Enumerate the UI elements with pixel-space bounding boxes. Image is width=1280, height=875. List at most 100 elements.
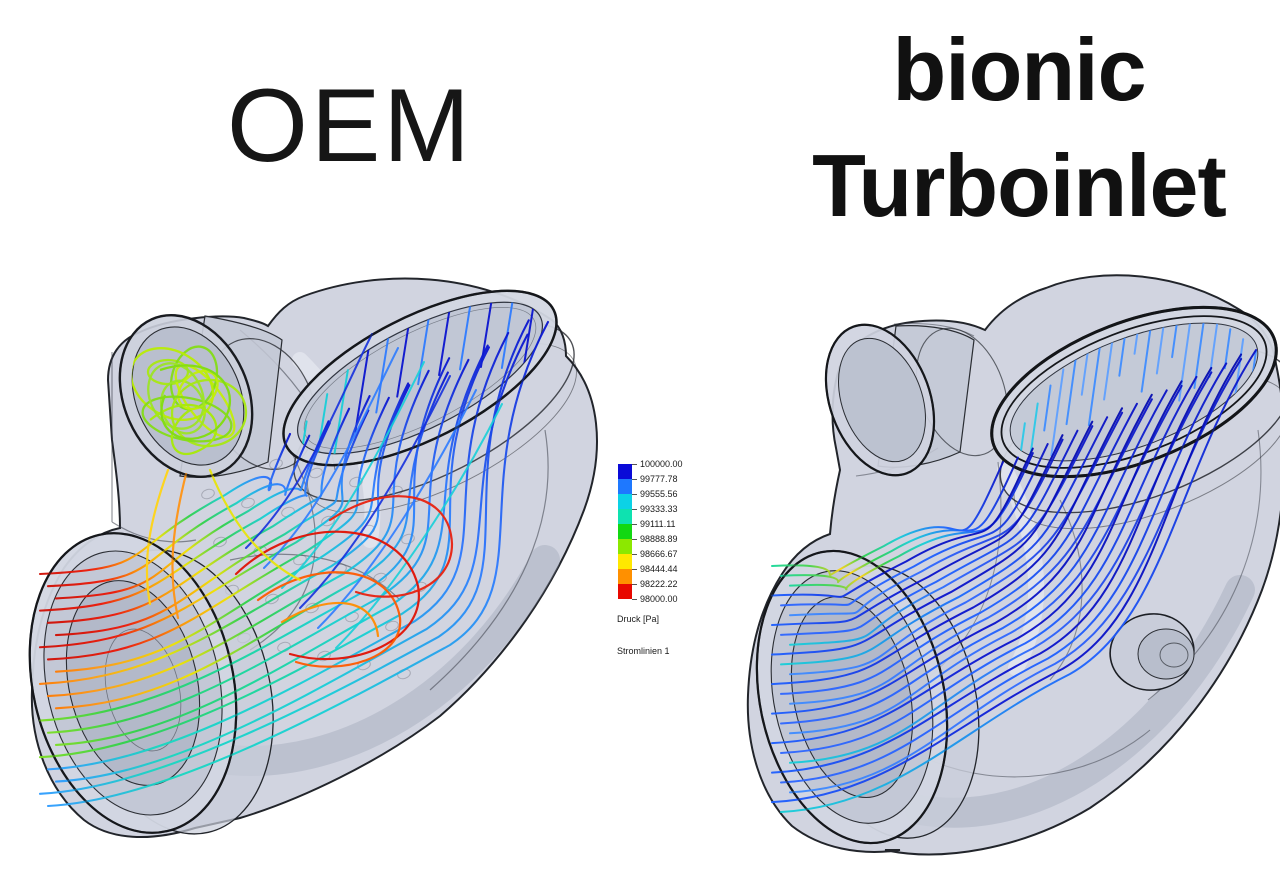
streamline	[147, 362, 205, 430]
perforation-hole	[385, 620, 399, 632]
streamline	[38, 432, 292, 576]
streamline	[46, 320, 550, 808]
streamline	[38, 319, 530, 795]
legend-tick-label: 98888.89	[632, 534, 678, 544]
pressure-legend: 100000.00 99777.78 99555.56 99333.33 99111.1…	[615, 458, 745, 673]
legend-tick-label: 98000.00	[632, 594, 678, 604]
streamline	[54, 420, 330, 600]
streamline	[169, 345, 219, 411]
streamline	[333, 369, 349, 456]
streamline	[771, 461, 1004, 577]
oem-streamlines	[38, 319, 550, 808]
streamline	[46, 331, 510, 771]
streamline	[771, 353, 1243, 804]
streamline	[245, 333, 373, 549]
perforation-hole	[241, 497, 255, 509]
streamline	[780, 375, 1198, 754]
legend-tick-label: 99111.11	[632, 519, 676, 529]
streamline	[771, 380, 1183, 745]
legend-color-block	[618, 464, 632, 479]
streamline	[780, 456, 1019, 584]
streamline	[375, 331, 391, 414]
streamline	[780, 349, 1257, 813]
streamline	[38, 384, 411, 685]
streamline	[46, 407, 351, 624]
streamline	[38, 422, 331, 612]
streamline	[459, 296, 473, 371]
oem-rim-restrokes	[28, 289, 558, 834]
streamline	[281, 361, 425, 589]
perforation-hole	[213, 536, 227, 548]
streamline	[771, 420, 1094, 656]
streamline	[396, 317, 411, 398]
streamline	[780, 402, 1138, 695]
streamline	[170, 378, 248, 448]
legend-tick-label: 98666.67	[632, 549, 678, 559]
streamline	[159, 364, 232, 440]
oem-recirculation-streamlines	[145, 468, 454, 668]
legend-colorbar	[618, 464, 632, 599]
streamline	[54, 344, 489, 746]
streamline	[1193, 313, 1206, 389]
streamline	[1223, 328, 1232, 370]
streamline	[771, 393, 1153, 715]
legend-quantity-label: Druck [Pa]	[617, 614, 660, 624]
streamline	[780, 416, 1109, 666]
streamline	[780, 429, 1079, 636]
bionic-streamlines	[771, 349, 1257, 813]
bionic-rim-restrokes	[755, 305, 1278, 845]
legend-tick-label: 99777.78	[632, 474, 678, 484]
streamline	[54, 333, 529, 783]
perforation-hole	[269, 458, 283, 470]
legend-color-block	[618, 524, 632, 539]
legend-tick-label: 99555.56	[632, 489, 678, 499]
oem-model-render	[28, 277, 598, 838]
legend-color-block	[618, 509, 632, 524]
legend-color-block	[618, 554, 632, 569]
legend-color-block	[618, 494, 632, 509]
perforation-hole	[321, 515, 335, 527]
legend-tick-label: 99333.33	[632, 504, 678, 514]
legend-plot-label: Stromlinien 1	[617, 646, 670, 656]
streamline	[335, 403, 503, 649]
streamline	[1065, 354, 1078, 426]
streamline	[780, 362, 1228, 784]
legend-tick-label: 98222.22	[632, 579, 678, 589]
legend-color-block	[618, 584, 632, 599]
legend-color-block	[618, 479, 632, 494]
streamline	[46, 396, 390, 661]
streamline	[771, 447, 1034, 598]
bionic-title-line2: Turboinlet	[812, 136, 1227, 235]
streamline	[780, 443, 1049, 607]
bionic-title-line1: bionic	[892, 20, 1146, 119]
perforation-hole	[309, 467, 323, 479]
streamline	[771, 434, 1064, 627]
streamline	[521, 305, 535, 374]
streamline	[780, 389, 1168, 725]
streamline	[771, 366, 1213, 774]
legend-color-block	[618, 539, 632, 554]
bionic-model-render	[746, 274, 1280, 856]
oem-title: OEM	[227, 68, 473, 184]
legend-tick-label: 98444.44	[632, 564, 678, 574]
streamline	[438, 300, 452, 377]
streamline	[1050, 368, 1065, 457]
bionic-side-boss	[1109, 613, 1195, 691]
streamline	[54, 409, 370, 637]
perforation-hole	[201, 488, 215, 500]
streamline	[299, 375, 451, 609]
bionic-title: bionic Turboinlet	[758, 12, 1280, 244]
perforation-hole	[277, 641, 291, 653]
streamline	[54, 371, 449, 710]
streamline	[141, 395, 233, 443]
streamline	[54, 382, 410, 673]
legend-color-block	[618, 569, 632, 584]
streamline	[771, 407, 1124, 686]
streamline	[38, 346, 490, 759]
streamline	[354, 348, 370, 433]
streamline	[46, 369, 430, 698]
oem-port-swirl-streamlines	[129, 345, 248, 456]
streamline	[1043, 384, 1052, 432]
